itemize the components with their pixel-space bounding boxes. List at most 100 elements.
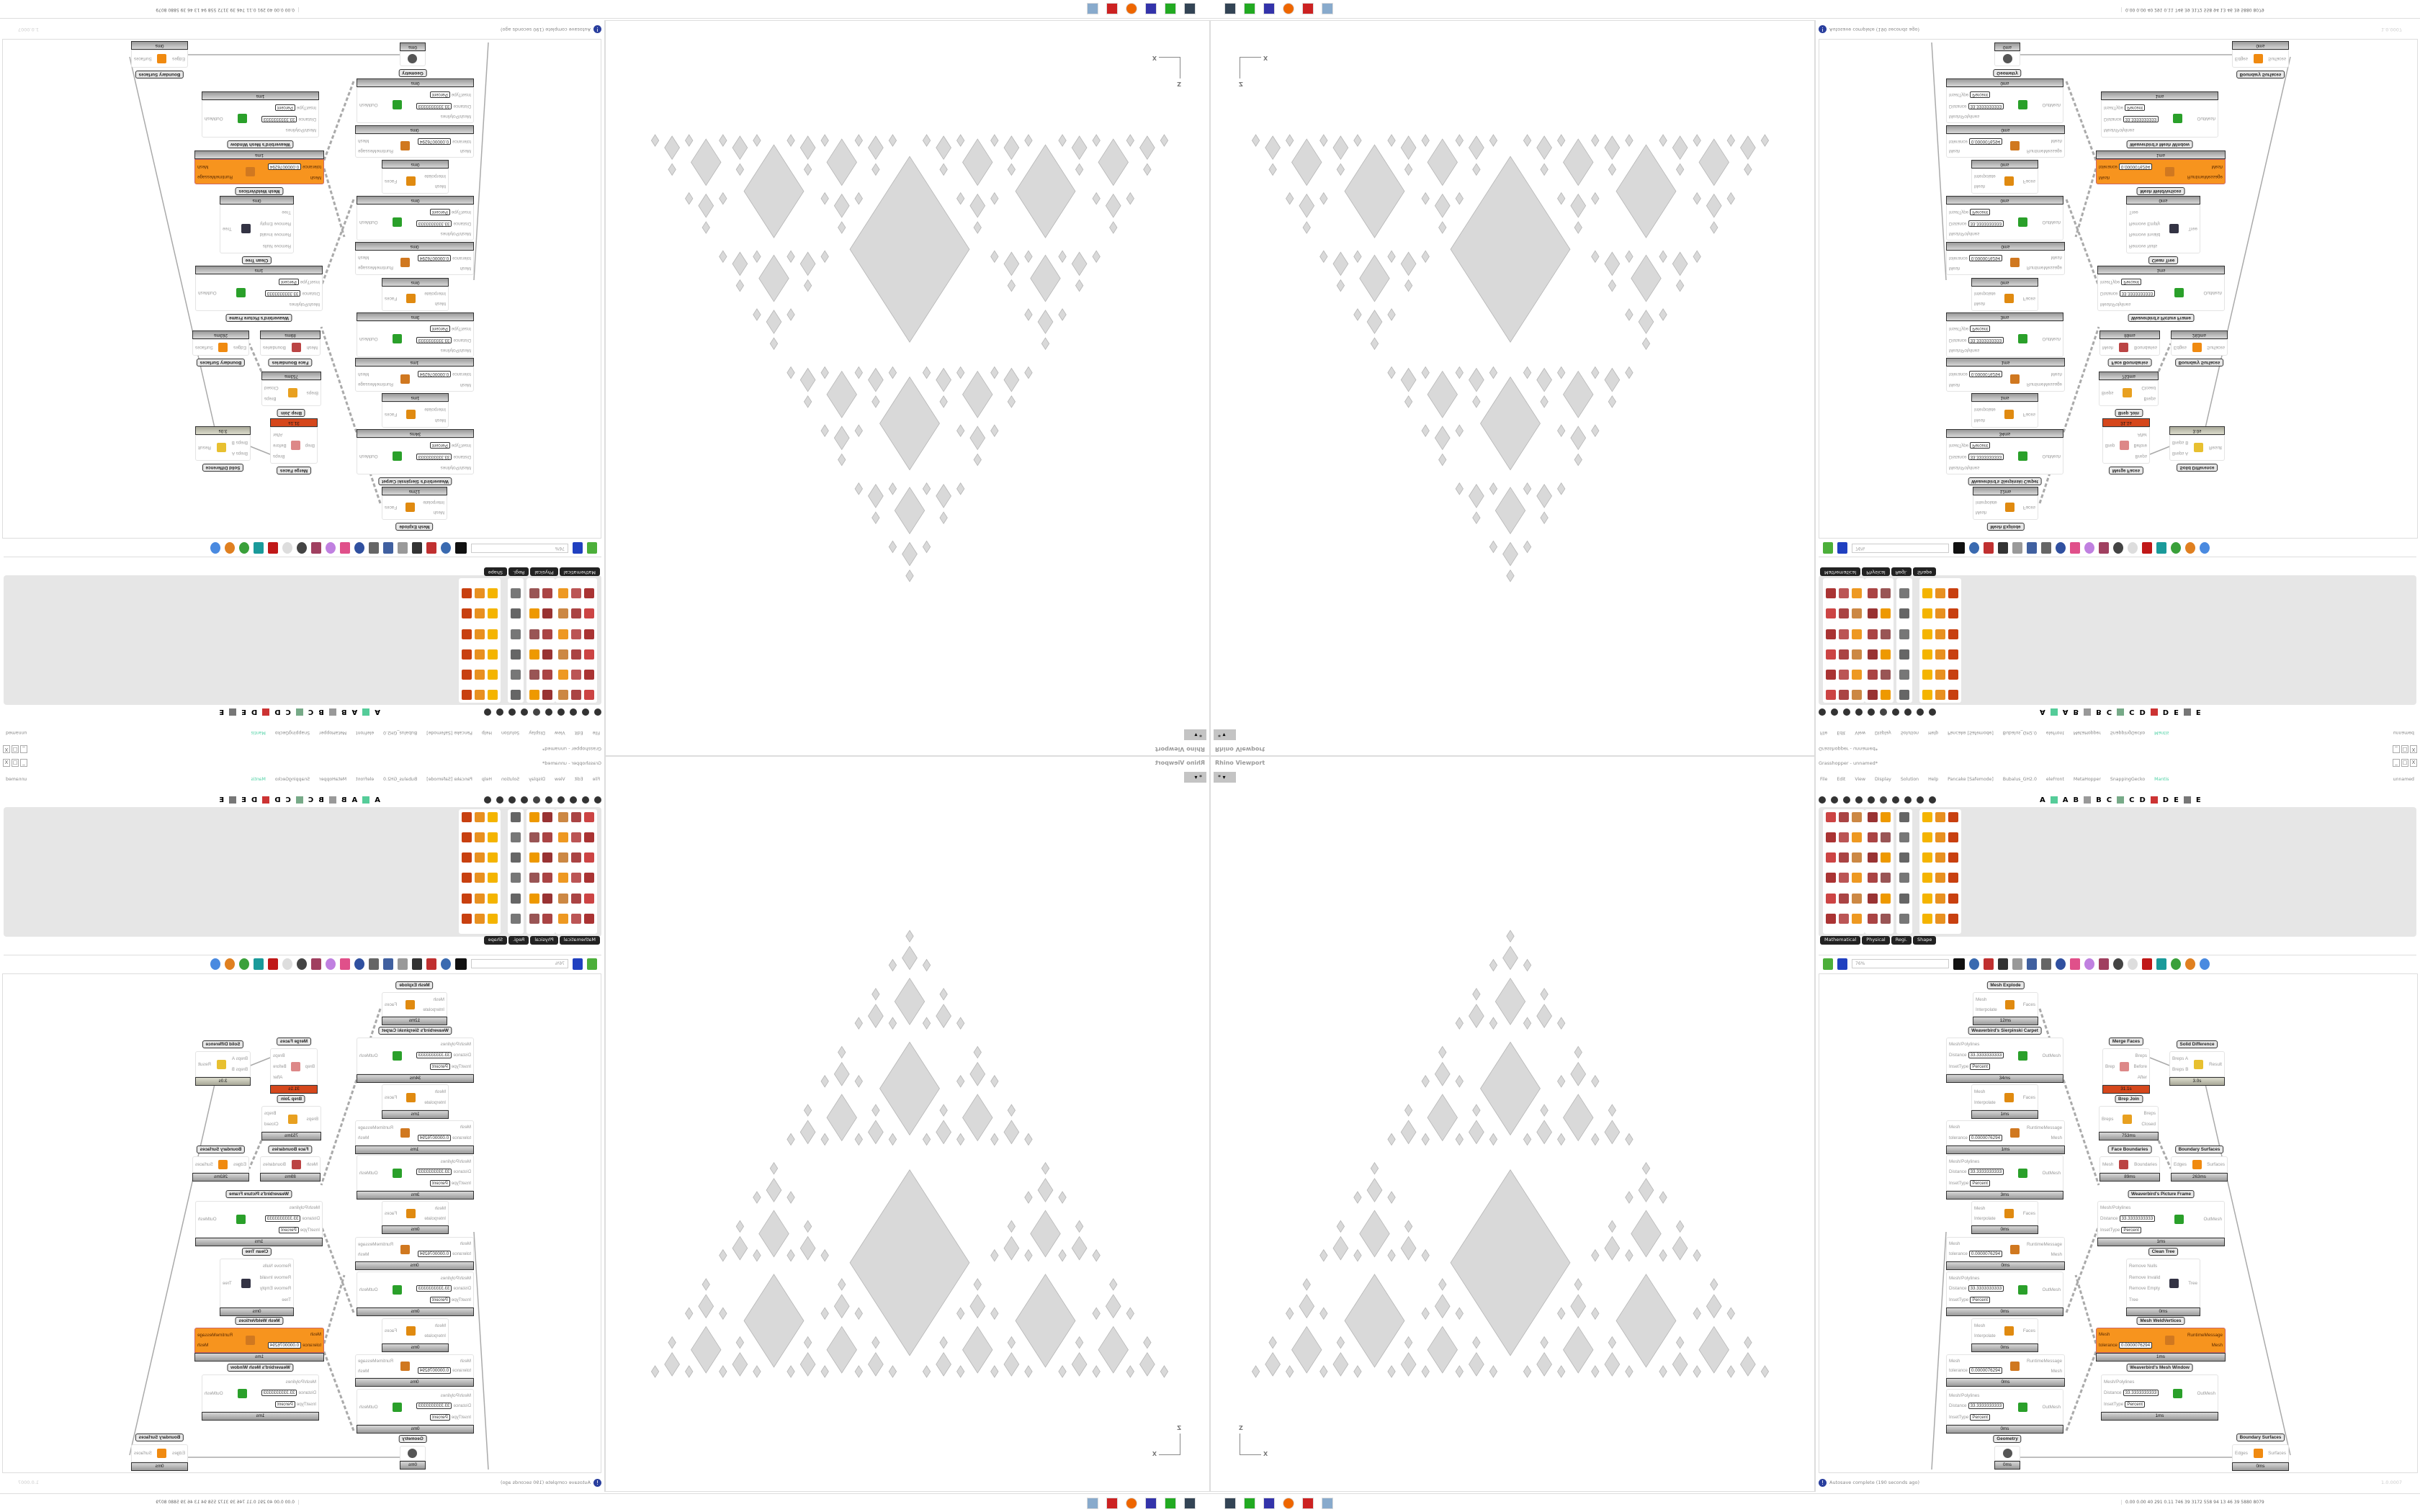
minimize-button[interactable]: _ xyxy=(20,745,27,753)
input-port[interactable]: tolerance 0.0000076294 xyxy=(1949,1367,2003,1374)
port-value-field[interactable]: 33.3333333333 xyxy=(2119,1215,2156,1222)
ribbon-group-label[interactable]: Physical xyxy=(1862,936,1890,945)
menu-item-view[interactable]: View xyxy=(1855,730,1866,735)
port-value-field[interactable]: Percent xyxy=(1970,1413,1991,1421)
component-icon[interactable] xyxy=(1881,832,1891,843)
plugin-tab-icon[interactable] xyxy=(2117,796,2125,804)
component-node[interactable]: Boundary Surfaces Edges Surfaces 263ms xyxy=(2171,1146,2228,1182)
input-port[interactable]: Mesh xyxy=(1949,382,2002,387)
input-port[interactable]: Distance 33.3333333333 xyxy=(1949,102,2004,109)
component-node[interactable]: Mesh Interpolate Faces 1ms xyxy=(1971,393,2038,428)
output-port[interactable]: OutMesh xyxy=(359,336,378,342)
component-node[interactable]: Weaverbird's Sierpinski Carpet Mesh/Polyl… xyxy=(357,1027,474,1083)
window-icon[interactable] xyxy=(2041,958,2051,970)
component-icon[interactable] xyxy=(1935,832,1945,843)
output-port[interactable]: OutMesh xyxy=(2042,1053,2061,1058)
output-port[interactable]: Tree xyxy=(223,226,232,232)
input-port[interactable]: Mesh/Polylines xyxy=(416,465,471,470)
component-icon[interactable] xyxy=(1881,852,1891,863)
component-icon[interactable] xyxy=(571,832,581,843)
preview-shaded-icon[interactable] xyxy=(297,542,307,554)
component-icon[interactable] xyxy=(558,608,568,619)
input-port[interactable]: Brep xyxy=(305,443,315,448)
input-port[interactable]: Interpolate xyxy=(1974,407,1996,412)
remote-desktop-icon[interactable] xyxy=(1224,1498,1236,1509)
component-node[interactable]: Mesh/Polylines Distance 33.3333333333 Inset… xyxy=(1946,312,2063,357)
port-value-field[interactable]: Percent xyxy=(1970,1063,1991,1070)
tab-letter-b[interactable]: B xyxy=(318,796,324,804)
component-icon[interactable] xyxy=(488,649,498,660)
component-node[interactable]: Geometry 0ms xyxy=(1993,42,2022,77)
menu-item-snappinggecko[interactable]: SnappingGecko xyxy=(274,730,310,735)
app-icon[interactable] xyxy=(1106,1498,1118,1509)
tab-icon[interactable] xyxy=(1868,708,1875,716)
component-icon[interactable] xyxy=(488,812,498,822)
preview-selected-icon[interactable] xyxy=(2142,958,2152,970)
component-icon[interactable] xyxy=(488,873,498,883)
component-icon[interactable] xyxy=(584,608,594,619)
input-port[interactable]: tolerance 0.0000076294 xyxy=(267,1341,321,1349)
open-file-icon[interactable] xyxy=(587,542,597,554)
component-icon[interactable] xyxy=(1852,669,1862,680)
component-icon[interactable] xyxy=(558,669,568,680)
mesh-edges-icon[interactable] xyxy=(2171,958,2181,970)
component-icon[interactable] xyxy=(475,588,485,599)
maximize-button[interactable]: □ xyxy=(2401,759,2408,767)
preview-eye-icon[interactable] xyxy=(1969,958,1979,970)
email-icon[interactable] xyxy=(2012,958,2022,970)
component-node[interactable]: Mesh tolerance 0.0000076294 RuntimeMessage M… xyxy=(1946,125,2065,158)
menu-item-snappinggecko[interactable]: SnappingGecko xyxy=(274,777,310,782)
tab-letter-d[interactable]: D xyxy=(2139,796,2146,804)
input-port[interactable]: InsetType Percent xyxy=(1949,1296,2004,1303)
sketch-icon[interactable] xyxy=(1984,958,1994,970)
component-icon[interactable] xyxy=(511,588,521,599)
component-icon[interactable] xyxy=(1922,649,1932,660)
tab-icon[interactable] xyxy=(508,708,516,716)
component-node[interactable]: Mesh Interpolate Faces 0ms xyxy=(382,1201,449,1234)
plugin-tab-icon[interactable] xyxy=(2084,796,2092,804)
component-icon[interactable] xyxy=(488,690,498,700)
component-node[interactable]: Mesh/Polylines Distance 33.3333333333 Inset… xyxy=(357,78,474,123)
component-icon[interactable] xyxy=(1826,852,1836,863)
menu-item-pancake-safemode-[interactable]: Pancake [Safemode] xyxy=(1948,777,1994,782)
component-node[interactable]: Mesh Interpolate Faces 0ms xyxy=(382,1318,449,1352)
tab-icon[interactable] xyxy=(1929,708,1936,716)
input-port[interactable]: Remove Empty xyxy=(260,1286,291,1291)
menu-item-bubalus-gh2-0[interactable]: Bubalus_GH2.0 xyxy=(2002,777,2037,782)
input-port[interactable]: InsetType Percent xyxy=(416,1179,471,1187)
component-icon[interactable] xyxy=(584,669,594,680)
input-port[interactable]: Distance 33.3333333333 xyxy=(2100,1215,2156,1222)
tab-icon[interactable] xyxy=(1929,796,1936,804)
input-port[interactable]: Remove Empty xyxy=(260,221,291,226)
zoom-extents-icon[interactable] xyxy=(1953,958,1965,970)
remote-desktop-icon[interactable] xyxy=(1224,3,1236,14)
component-icon[interactable] xyxy=(1868,690,1878,700)
input-port[interactable]: Mesh xyxy=(1976,510,1997,516)
input-port[interactable]: Interpolate xyxy=(1976,1007,1997,1012)
preview-wire-icon[interactable] xyxy=(282,542,292,554)
tab-letter-e[interactable]: E xyxy=(2195,796,2201,804)
component-icon[interactable] xyxy=(1935,669,1945,680)
component-icon[interactable] xyxy=(1852,649,1862,660)
component-node[interactable]: Mesh/Polylines Distance 33.3333333333 Inset… xyxy=(357,1272,474,1316)
output-port[interactable]: After xyxy=(2137,1075,2147,1080)
component-icon[interactable] xyxy=(511,608,521,619)
input-port[interactable]: Mesh xyxy=(418,382,471,387)
component-icon[interactable] xyxy=(475,893,485,904)
output-port[interactable]: Boundaries xyxy=(263,345,286,350)
menu-item-view[interactable]: View xyxy=(554,730,565,735)
drive-icon[interactable] xyxy=(1244,1498,1255,1509)
output-port[interactable]: RuntimeMessage xyxy=(2027,1125,2062,1130)
component-icon[interactable] xyxy=(1948,913,1958,924)
tab-letter-d[interactable]: D xyxy=(274,708,281,716)
output-port[interactable]: Before xyxy=(2133,1064,2147,1069)
output-port[interactable]: Mesh xyxy=(358,1368,369,1374)
port-value-field[interactable]: Percent xyxy=(429,1063,450,1070)
output-port[interactable]: RuntimeMessage xyxy=(2027,265,2062,271)
output-port[interactable]: Closed xyxy=(264,1122,279,1127)
port-value-field[interactable]: 33.3333333333 xyxy=(1968,1285,2004,1292)
plugin-tab-icon[interactable] xyxy=(229,796,237,804)
component-icon[interactable] xyxy=(462,873,472,883)
input-port[interactable]: Mesh/Polylines xyxy=(1949,1393,2004,1398)
input-port[interactable]: Remove Invalid xyxy=(2129,1275,2160,1280)
